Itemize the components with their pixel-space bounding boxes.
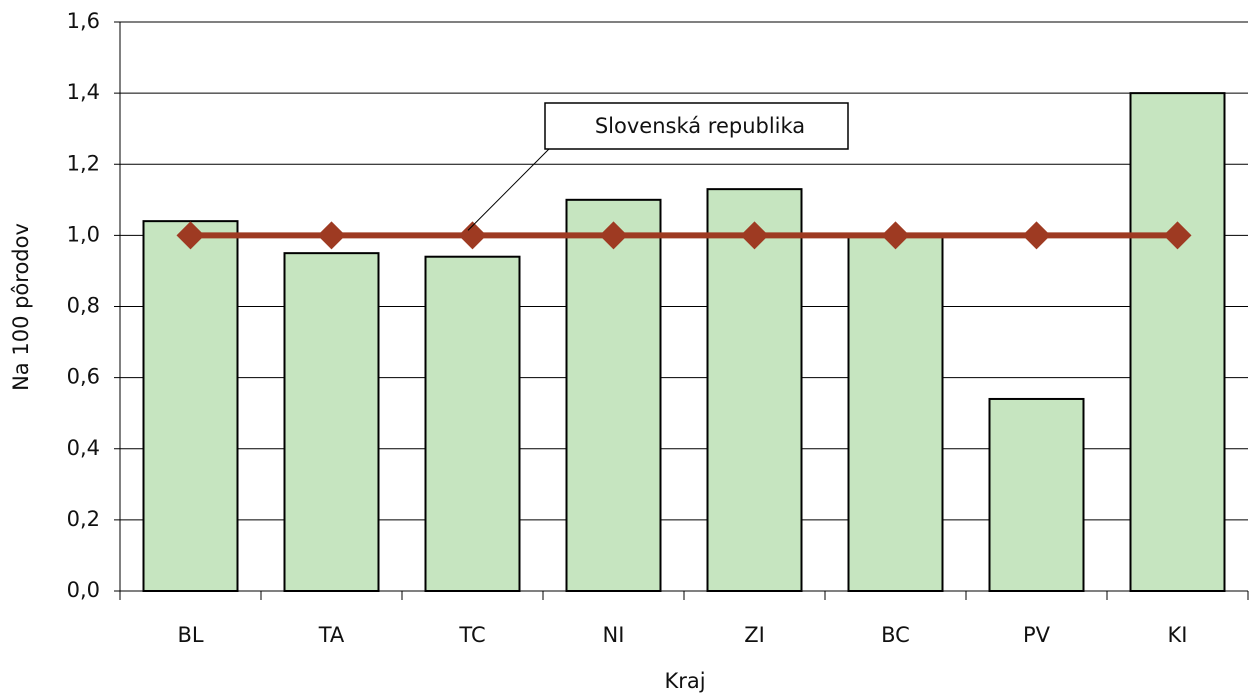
line-marker	[740, 221, 769, 250]
line-marker	[176, 221, 205, 250]
x-tick-label: ZI	[744, 623, 765, 647]
y-axis-label: Na 100 pôrodov	[9, 223, 33, 391]
y-tick-label: 0,4	[67, 436, 100, 460]
y-tick-label: 1,6	[67, 9, 100, 33]
legend-label: Slovenská republika	[595, 114, 805, 138]
y-tick-label: 1,2	[67, 151, 100, 175]
line-marker	[599, 221, 628, 250]
bar	[283, 252, 380, 592]
y-tick-label: 0,6	[67, 365, 100, 389]
y-tick-label: 1,0	[67, 222, 100, 246]
line-marker	[1163, 221, 1192, 250]
bar	[424, 255, 521, 592]
x-axis-label: Kraj	[664, 669, 705, 693]
bar	[1129, 92, 1226, 592]
line-marker	[458, 221, 487, 250]
x-tick-label: PV	[1023, 623, 1051, 647]
bar	[847, 234, 944, 592]
y-tick-label: 0,0	[67, 578, 100, 602]
y-tick-label: 0,2	[67, 507, 100, 531]
bar	[988, 397, 1085, 592]
x-tick-label: TA	[318, 623, 345, 647]
callout-box	[544, 102, 849, 150]
bar	[142, 220, 239, 592]
x-tick-label: BL	[177, 623, 203, 647]
line-marker	[1022, 221, 1051, 250]
bar	[706, 188, 803, 593]
line-marker	[881, 221, 910, 250]
x-tick-label: KI	[1168, 623, 1188, 647]
y-tick-label: 0,8	[67, 294, 100, 318]
x-tick-label: BC	[881, 623, 910, 647]
bar	[565, 198, 662, 592]
callout-leader	[467, 148, 550, 231]
x-tick-label: NI	[603, 623, 625, 647]
y-tick-label: 1,4	[67, 80, 100, 104]
line-marker	[317, 221, 346, 250]
x-tick-label: TC	[458, 623, 485, 647]
